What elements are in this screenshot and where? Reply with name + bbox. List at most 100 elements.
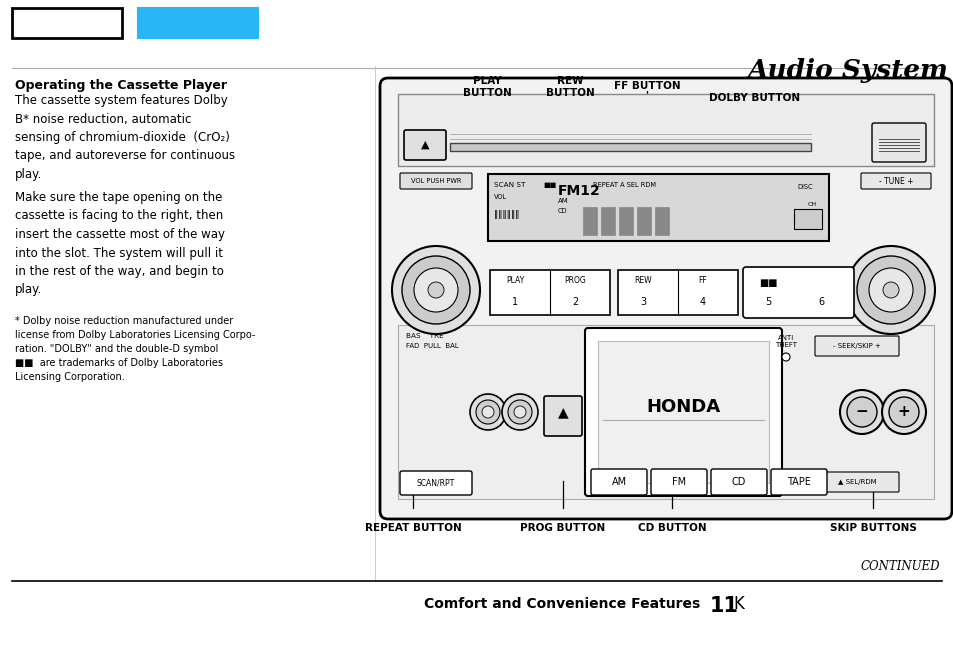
Text: ■■: ■■ [542,182,556,188]
Text: AM: AM [558,198,568,204]
Circle shape [428,282,443,298]
Circle shape [507,400,532,424]
Text: PLAY
BUTTON: PLAY BUTTON [462,76,511,98]
Circle shape [501,394,537,430]
Circle shape [414,268,457,312]
Bar [397,94,933,166]
Text: FM: FM [671,477,685,487]
Circle shape [856,256,924,324]
FancyBboxPatch shape [770,469,826,495]
Bar [490,270,609,315]
Circle shape [846,246,934,334]
Text: ■■: ■■ [758,278,777,288]
FancyBboxPatch shape [590,469,646,495]
Text: CH: CH [807,202,817,207]
Text: 3: 3 [639,297,645,307]
Text: SCAN ST: SCAN ST [494,182,525,188]
Bar [450,143,810,151]
Bar [488,174,828,241]
Circle shape [481,406,494,418]
Circle shape [882,390,925,434]
FancyBboxPatch shape [871,123,925,162]
Text: ▲: ▲ [558,405,568,419]
FancyBboxPatch shape [814,336,898,356]
Text: 2: 2 [571,297,578,307]
Circle shape [781,353,789,361]
Circle shape [882,282,898,298]
Bar [793,209,821,229]
FancyBboxPatch shape [543,396,581,436]
Text: −: − [855,405,867,419]
Text: CD BUTTON: CD BUTTON [637,523,705,533]
Circle shape [470,394,505,430]
Text: 11: 11 [709,596,739,616]
Text: REW: REW [634,276,651,285]
Text: FAD  PULL  BAL: FAD PULL BAL [406,343,458,349]
Text: * Dolby noise reduction manufactured under
license from Dolby Laboratories Licen: * Dolby noise reduction manufactured und… [15,316,255,382]
Circle shape [888,397,918,427]
Circle shape [476,400,499,424]
FancyBboxPatch shape [403,130,446,160]
Text: Audio System: Audio System [746,58,947,83]
Bar [600,207,615,235]
Text: K: K [732,595,743,613]
FancyBboxPatch shape [379,78,951,519]
Text: 5: 5 [764,297,770,307]
FancyBboxPatch shape [861,173,930,189]
Bar [655,207,668,235]
FancyBboxPatch shape [814,472,898,492]
Text: - TUNE +: - TUNE + [878,176,912,186]
Text: PROG BUTTON: PROG BUTTON [519,523,605,533]
Text: Operating the Cassette Player: Operating the Cassette Player [15,79,227,92]
Text: 6: 6 [817,297,823,307]
Bar [582,207,597,235]
FancyBboxPatch shape [399,471,472,495]
Text: FF BUTTON: FF BUTTON [613,81,679,91]
Bar [138,8,257,38]
Text: SCAN/RPT: SCAN/RPT [416,478,455,487]
FancyBboxPatch shape [584,328,781,496]
Text: ANTI
THEFT: ANTI THEFT [774,335,796,348]
Text: ‖‖‖‖‖‖: ‖‖‖‖‖‖ [494,210,519,219]
Text: The cassette system features Dolby
B* noise reduction, automatic
sensing of chro: The cassette system features Dolby B* no… [15,94,234,181]
Circle shape [868,268,912,312]
FancyBboxPatch shape [742,267,853,318]
Text: CD: CD [731,477,745,487]
Text: HONDA: HONDA [646,398,720,416]
Text: ▲: ▲ [420,140,429,150]
Text: - SEEK/SKIP +: - SEEK/SKIP + [832,343,880,349]
Text: FM12: FM12 [558,184,600,198]
Bar [397,325,933,499]
Bar [598,341,768,483]
Text: Comfort and Convenience Features: Comfort and Convenience Features [423,597,700,611]
Bar [618,207,633,235]
Bar [618,270,738,315]
Text: CD: CD [558,208,567,214]
Text: REW
BUTTON: REW BUTTON [545,76,594,98]
Text: +: + [897,405,909,419]
Text: FF: FF [698,276,706,285]
Text: REPEAT BUTTON: REPEAT BUTTON [364,523,461,533]
FancyBboxPatch shape [650,469,706,495]
Circle shape [401,256,470,324]
Text: Make sure the tape opening on the
cassette is facing to the right, then
insert t: Make sure the tape opening on the casset… [15,191,225,297]
Text: PLAY: PLAY [505,276,523,285]
FancyBboxPatch shape [710,469,766,495]
Circle shape [840,390,883,434]
Circle shape [392,246,479,334]
Text: PROG: PROG [563,276,585,285]
Bar [12,8,122,38]
Text: ▲ SEL/RDM: ▲ SEL/RDM [837,479,876,485]
Text: VOL PUSH PWR: VOL PUSH PWR [411,178,460,184]
Text: TAPE: TAPE [786,477,810,487]
Text: SKIP BUTTONS: SKIP BUTTONS [829,523,916,533]
Bar [637,207,650,235]
Text: DOLBY BUTTON: DOLBY BUTTON [709,93,800,103]
Text: 1: 1 [512,297,517,307]
Text: VOL: VOL [494,194,507,200]
Text: 4: 4 [700,297,705,307]
Text: BAS    TRE: BAS TRE [406,333,443,339]
Circle shape [846,397,876,427]
Text: CONTINUED: CONTINUED [860,560,939,573]
FancyBboxPatch shape [399,173,472,189]
